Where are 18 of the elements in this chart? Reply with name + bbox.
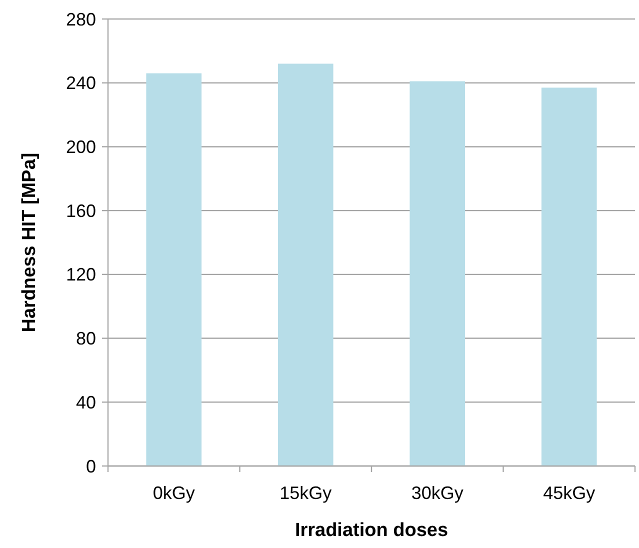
x-tick-label: 0kGy — [152, 483, 195, 503]
x-axis-title: Irradiation doses — [294, 520, 448, 541]
y-tick-label: 200 — [66, 137, 96, 158]
bar — [278, 64, 334, 466]
bar — [541, 88, 597, 466]
x-tick-label: 30kGy — [411, 483, 464, 503]
y-tick-label: 0 — [86, 456, 96, 476]
x-tick-label: 45kGy — [543, 483, 596, 503]
x-tick-label: 15kGy — [280, 483, 332, 503]
y-tick-label: 40 — [76, 392, 96, 412]
bar — [146, 73, 202, 466]
y-axis-title: Hardness HIT [MPa] — [19, 152, 40, 332]
y-tick-label: 160 — [66, 200, 96, 221]
y-tick-label: 280 — [66, 9, 96, 30]
y-tick-label: 240 — [66, 73, 96, 94]
y-tick-label: 120 — [66, 264, 96, 285]
y-tick-label: 80 — [76, 328, 96, 349]
bar — [410, 81, 466, 466]
